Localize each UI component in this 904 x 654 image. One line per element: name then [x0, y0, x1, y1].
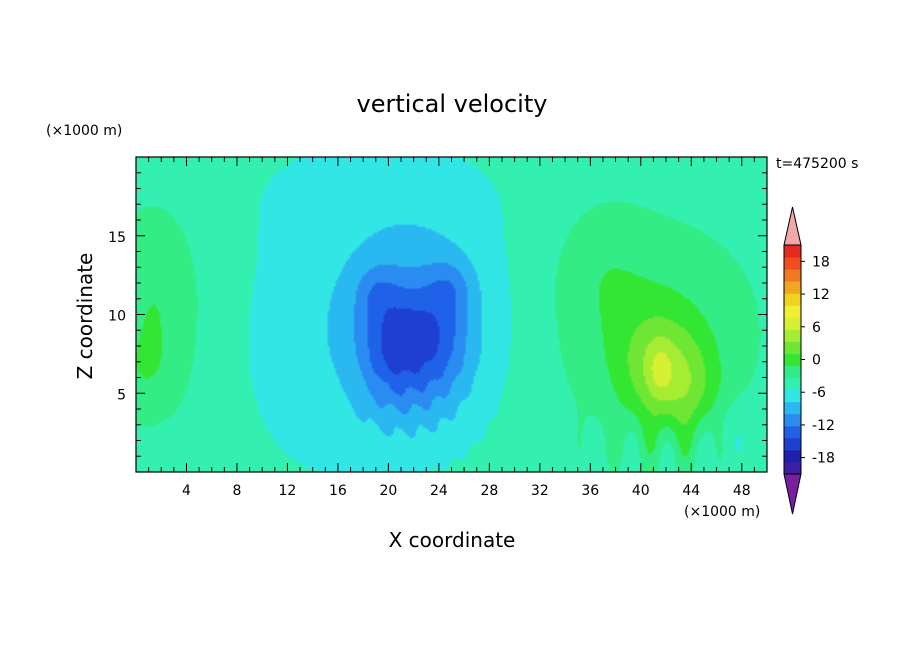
colorbar-segment	[784, 305, 801, 318]
colorbar-segment	[784, 245, 801, 258]
colorbar-segment	[784, 377, 801, 391]
x-axis-label: X coordinate	[389, 528, 516, 552]
x-tick-label: 48	[733, 483, 751, 499]
x-tick-label: 20	[379, 483, 397, 499]
velocity-contour-field	[136, 157, 767, 472]
x-axis-ticks: 4 8 12 16 20 24 28 32 36 40 44 48	[148, 157, 755, 499]
chart-title: vertical velocity	[357, 90, 548, 118]
colorbar-segment	[784, 413, 801, 427]
colorbar-label: 18	[812, 254, 830, 270]
x-unit-label: (×1000 m)	[684, 504, 760, 520]
colorbar-label: 0	[812, 353, 821, 369]
x-tick-label: 16	[329, 483, 347, 499]
colorbar-label: 6	[812, 320, 821, 336]
x-tick-label: 28	[480, 483, 498, 499]
colorbar-min-arrow	[783, 473, 802, 515]
colorbar-label: 12	[812, 287, 830, 303]
colorbar-label: -12	[812, 418, 835, 434]
x-tick-label: 8	[232, 483, 241, 499]
time-label: t=475200 s	[776, 156, 858, 172]
colorbar-segment	[784, 269, 801, 282]
colorbar-segment	[784, 353, 801, 367]
colorbar-max-arrow	[783, 206, 802, 246]
colorbar-segment	[784, 281, 801, 294]
colorbar-segment	[784, 461, 801, 475]
x-tick-label: 24	[430, 483, 448, 499]
colorbar: 18 12 6 0 -6 -12 -18	[783, 206, 835, 515]
y-axis-label: Z coordinate	[73, 253, 97, 380]
x-tick-label: 40	[632, 483, 650, 499]
colorbar-segment	[784, 425, 801, 439]
colorbar-segment	[784, 317, 801, 330]
x-tick-label: 4	[182, 483, 191, 499]
colorbar-segment	[784, 365, 801, 379]
y-unit-label: (×1000 m)	[46, 123, 122, 139]
x-tick-label: 36	[581, 483, 599, 499]
y-axis-ticks: 5 10 15	[108, 172, 767, 457]
colorbar-segment	[784, 401, 801, 415]
colorbar-segment	[784, 293, 801, 306]
colorbar-label: -6	[812, 385, 826, 401]
y-tick-label: 5	[117, 387, 126, 403]
colorbar-segment	[784, 257, 801, 270]
y-tick-label: 10	[108, 309, 126, 325]
colorbar-segment	[784, 341, 801, 354]
y-tick-label: 15	[108, 230, 126, 246]
x-tick-label: 44	[682, 483, 700, 499]
colorbar-segment	[784, 329, 801, 342]
colorbar-segment	[784, 389, 801, 403]
colorbar-label: -18	[812, 451, 835, 467]
colorbar-segment	[784, 449, 801, 463]
x-tick-label: 12	[279, 483, 297, 499]
x-tick-label: 32	[531, 483, 549, 499]
colorbar-segment	[784, 437, 801, 451]
